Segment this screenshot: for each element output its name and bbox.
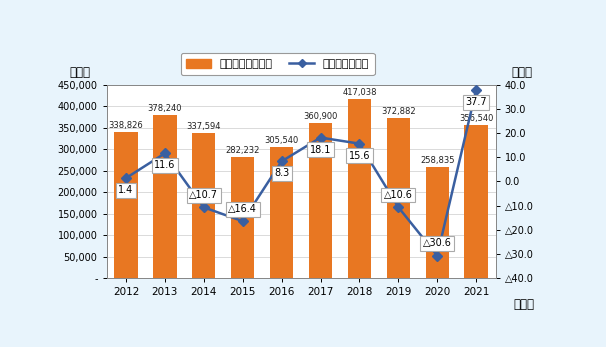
Text: 337,594: 337,594 bbox=[187, 122, 221, 131]
Bar bbox=[348, 99, 371, 278]
Text: △10.6: △10.6 bbox=[384, 190, 413, 200]
Text: 378,240: 378,240 bbox=[148, 104, 182, 113]
Text: 360,900: 360,900 bbox=[304, 112, 338, 121]
Bar bbox=[115, 133, 138, 278]
Text: △10.7: △10.7 bbox=[189, 190, 218, 200]
Bar bbox=[270, 147, 293, 278]
前年比（右軸） bbox=[122, 176, 130, 180]
Legend: 販売台数（左軸）, 前年比（右軸）: 販売台数（左軸）, 前年比（右軸） bbox=[181, 53, 375, 75]
Text: 8.3: 8.3 bbox=[274, 168, 289, 178]
Text: 1.4: 1.4 bbox=[118, 185, 134, 195]
Text: 37.7: 37.7 bbox=[465, 97, 487, 107]
Text: 11.6: 11.6 bbox=[155, 160, 176, 170]
前年比（右軸） bbox=[473, 88, 480, 92]
Text: 15.6: 15.6 bbox=[348, 151, 370, 161]
Text: （台）: （台） bbox=[70, 66, 91, 79]
Text: 305,540: 305,540 bbox=[264, 136, 299, 145]
Text: （％）: （％） bbox=[511, 66, 533, 79]
前年比（右軸） bbox=[356, 142, 363, 146]
前年比（右軸） bbox=[161, 151, 168, 155]
前年比（右軸） bbox=[278, 159, 285, 163]
前年比（右軸） bbox=[200, 205, 207, 210]
Bar bbox=[309, 123, 332, 278]
前年比（右軸） bbox=[317, 135, 324, 139]
前年比（右軸） bbox=[239, 219, 247, 223]
Text: （年）: （年） bbox=[513, 298, 534, 311]
Text: 338,826: 338,826 bbox=[108, 121, 144, 130]
Text: △30.6: △30.6 bbox=[423, 238, 451, 248]
Bar bbox=[387, 118, 410, 278]
Text: 417,038: 417,038 bbox=[342, 87, 377, 96]
前年比（右軸） bbox=[395, 205, 402, 209]
Line: 前年比（右軸）: 前年比（右軸） bbox=[122, 87, 479, 259]
Bar bbox=[425, 167, 449, 278]
Bar bbox=[192, 133, 216, 278]
前年比（右軸） bbox=[433, 254, 441, 258]
Bar bbox=[153, 116, 176, 278]
Text: △16.4: △16.4 bbox=[228, 204, 257, 214]
Text: 282,232: 282,232 bbox=[225, 146, 260, 155]
Text: 18.1: 18.1 bbox=[310, 145, 331, 155]
Text: 356,540: 356,540 bbox=[459, 113, 493, 122]
Text: 372,882: 372,882 bbox=[381, 107, 416, 116]
Bar bbox=[231, 157, 255, 278]
Bar bbox=[464, 125, 488, 278]
Text: 258,835: 258,835 bbox=[420, 156, 454, 165]
